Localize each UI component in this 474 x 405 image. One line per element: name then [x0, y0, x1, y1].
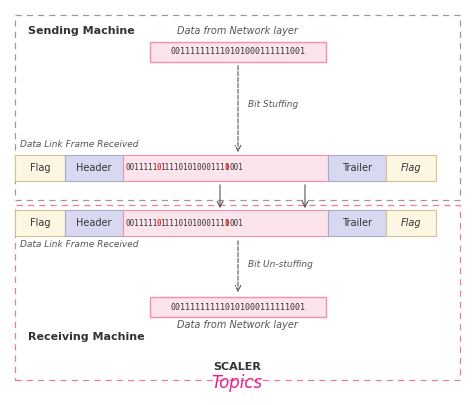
Text: 111101010001111: 111101010001111 [160, 164, 230, 173]
Text: 111101010001111: 111101010001111 [160, 219, 230, 228]
Text: Flag: Flag [30, 218, 50, 228]
Text: 0: 0 [156, 219, 161, 228]
Text: 0011111: 0011111 [126, 164, 158, 173]
Text: Data from Network layer: Data from Network layer [176, 26, 298, 36]
Text: 001111111110101000111111001: 001111111110101000111111001 [171, 303, 306, 311]
Text: Flag: Flag [401, 218, 421, 228]
Bar [123, 155, 328, 181]
Text: Header: Header [76, 163, 112, 173]
Bar [15, 155, 65, 181]
Text: Bit Stuffing: Bit Stuffing [248, 100, 298, 109]
Text: Sending Machine: Sending Machine [28, 26, 135, 36]
Text: Header: Header [76, 218, 112, 228]
Text: Trailer: Trailer [342, 218, 372, 228]
Text: Data from Network layer: Data from Network layer [176, 320, 298, 330]
Text: 001111111110101000111111001: 001111111110101000111111001 [171, 47, 306, 57]
Bar [386, 155, 436, 181]
Bar [65, 210, 123, 236]
Text: 0: 0 [225, 164, 229, 173]
Bar [328, 155, 386, 181]
Text: Flag: Flag [30, 163, 50, 173]
Text: 001: 001 [229, 164, 243, 173]
Bar [150, 42, 326, 62]
Text: Receiving Machine: Receiving Machine [28, 332, 145, 342]
Bar [15, 210, 65, 236]
Bar [123, 210, 328, 236]
Text: Flag: Flag [401, 163, 421, 173]
Text: Data Link Frame Received: Data Link Frame Received [20, 240, 138, 249]
Text: 0011111: 0011111 [126, 219, 158, 228]
Text: Bit Un-stuffing: Bit Un-stuffing [248, 260, 313, 269]
Text: 0: 0 [156, 164, 161, 173]
Bar [328, 210, 386, 236]
Bar [386, 210, 436, 236]
Text: Data Link Frame Received: Data Link Frame Received [20, 140, 138, 149]
Text: 0: 0 [225, 219, 229, 228]
Text: SCALER: SCALER [213, 362, 261, 372]
Text: Trailer: Trailer [342, 163, 372, 173]
Text: Topics: Topics [211, 374, 263, 392]
Text: 001: 001 [229, 219, 243, 228]
Bar [15, 15, 460, 200]
Bar [15, 205, 460, 380]
Bar [65, 155, 123, 181]
Bar [150, 297, 326, 317]
